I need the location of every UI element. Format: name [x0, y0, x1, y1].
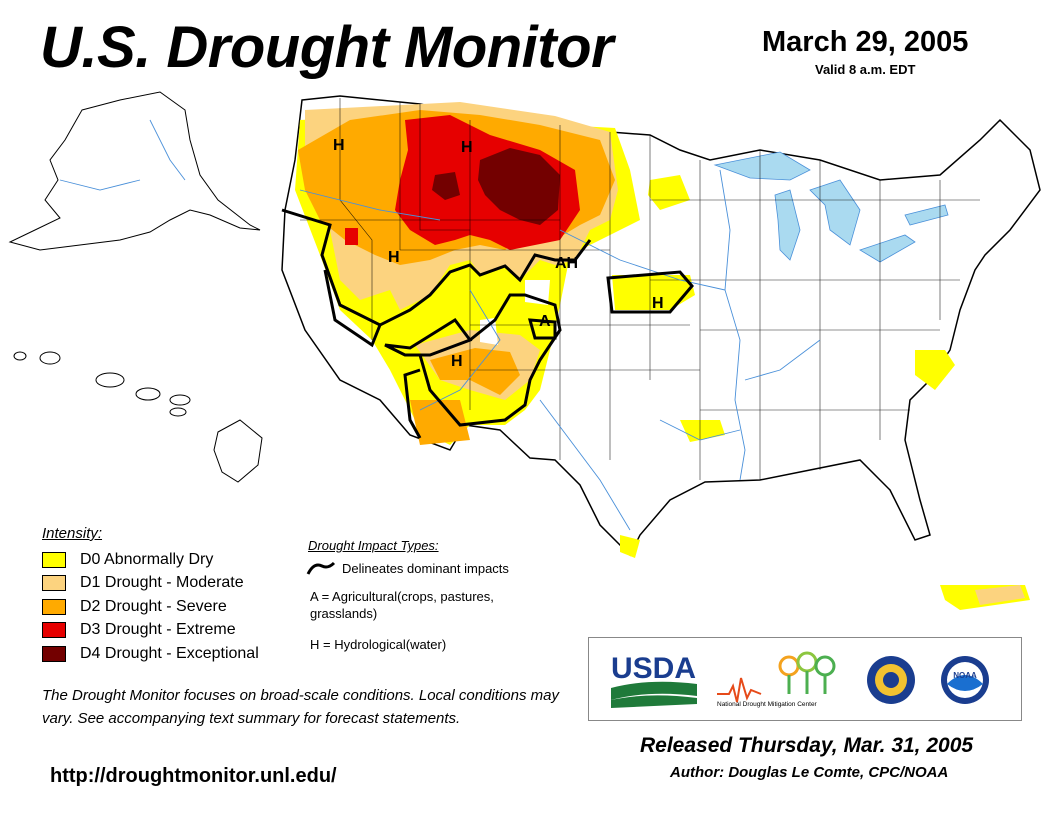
usda-logo: USDA	[611, 652, 697, 708]
impact-types-title: Drought Impact Types:	[308, 538, 439, 553]
d0-area-carolina	[915, 350, 955, 390]
region-labels: H H H AH H A H	[333, 137, 664, 370]
legend: D0 Abnormally Dry D1 Drought - Moderate …	[42, 548, 259, 666]
legend-item-d2: D2 Drought - Severe	[42, 595, 259, 619]
legend-item-d4: D4 Drought - Exceptional	[42, 642, 259, 666]
legend-item-d3: D3 Drought - Extreme	[42, 619, 259, 643]
region-label: H	[333, 137, 345, 154]
impact-hydrological-label: H = Hydrological(water)	[310, 637, 447, 652]
legend-label-d0: D0 Abnormally Dry	[80, 550, 214, 568]
valid-time: Valid 8 a.m. EDT	[815, 62, 916, 77]
release-date: Released Thursday, Mar. 31, 2005	[640, 734, 974, 757]
ndmc-logo: National Drought Mitigation Center	[717, 651, 836, 708]
d3-area-oregon	[345, 228, 358, 245]
d0-area-kansas	[612, 275, 695, 310]
no-drought-co	[525, 280, 550, 305]
agency-logos: USDA National Drought Mitigation Center …	[588, 637, 1022, 721]
hawaii-outline	[13, 351, 263, 483]
region-label: A	[539, 313, 551, 330]
drought-map: H H H AH H A H	[8, 91, 1041, 610]
impact-agricultural-label: A = Agricultural(crops, pastures, grassl…	[310, 589, 494, 621]
map-date: March 29, 2005	[762, 26, 969, 58]
legend-swatch-d2	[42, 598, 66, 615]
d4-area	[478, 148, 560, 225]
d1-area-puerto-rico	[975, 585, 1025, 605]
d0-area-minnesota	[648, 175, 690, 210]
region-label: H	[451, 353, 463, 370]
region-label: H	[388, 249, 400, 266]
region-label: AH	[555, 255, 578, 272]
legend-label-d4: D4 Drought - Exceptional	[80, 644, 259, 662]
author: Author: Douglas Le Comte, CPC/NOAA	[670, 764, 949, 781]
disclaimer-note: The Drought Monitor focuses on broad-sca…	[42, 687, 559, 727]
impact-boundaries	[281, 208, 694, 439]
legend-item-d0: D0 Abnormally Dry	[42, 548, 259, 572]
region-label: H	[652, 295, 664, 312]
legend-swatch-d1	[42, 575, 66, 592]
legend-swatch-d4	[42, 645, 66, 662]
impact-line-icon	[306, 561, 336, 575]
svg-text:USDA: USDA	[611, 652, 696, 685]
great-lakes	[713, 151, 949, 263]
svg-text:National Drought Mitigation Ce: National Drought Mitigation Center	[717, 701, 818, 708]
map-title: U.S. Drought Monitor	[40, 15, 614, 80]
d2-area-az	[410, 400, 470, 445]
logo-strip: USDA National Drought Mitigation Center …	[611, 651, 989, 708]
legend-swatch-d0	[42, 551, 66, 568]
region-label: H	[461, 139, 473, 156]
noaa-logo: NOAA	[941, 656, 989, 704]
alaska-outline	[8, 91, 261, 251]
legend-item-d1: D1 Drought - Moderate	[42, 572, 259, 596]
website-link[interactable]: http://droughtmonitor.unl.edu/	[50, 765, 337, 787]
legend-label-d1: D1 Drought - Moderate	[80, 574, 244, 592]
d4-area-idaho	[432, 172, 460, 200]
legend-label-d3: D3 Drought - Extreme	[80, 621, 236, 639]
d0-area-texas	[620, 535, 640, 558]
legend-title: Intensity:	[42, 525, 103, 542]
commerce-seal-icon	[867, 656, 915, 704]
legend-label-d2: D2 Drought - Severe	[80, 597, 227, 615]
svg-text:NOAA: NOAA	[953, 671, 977, 680]
impact-delineates-label: Delineates dominant impacts	[342, 561, 509, 576]
legend-swatch-d3	[42, 622, 66, 639]
